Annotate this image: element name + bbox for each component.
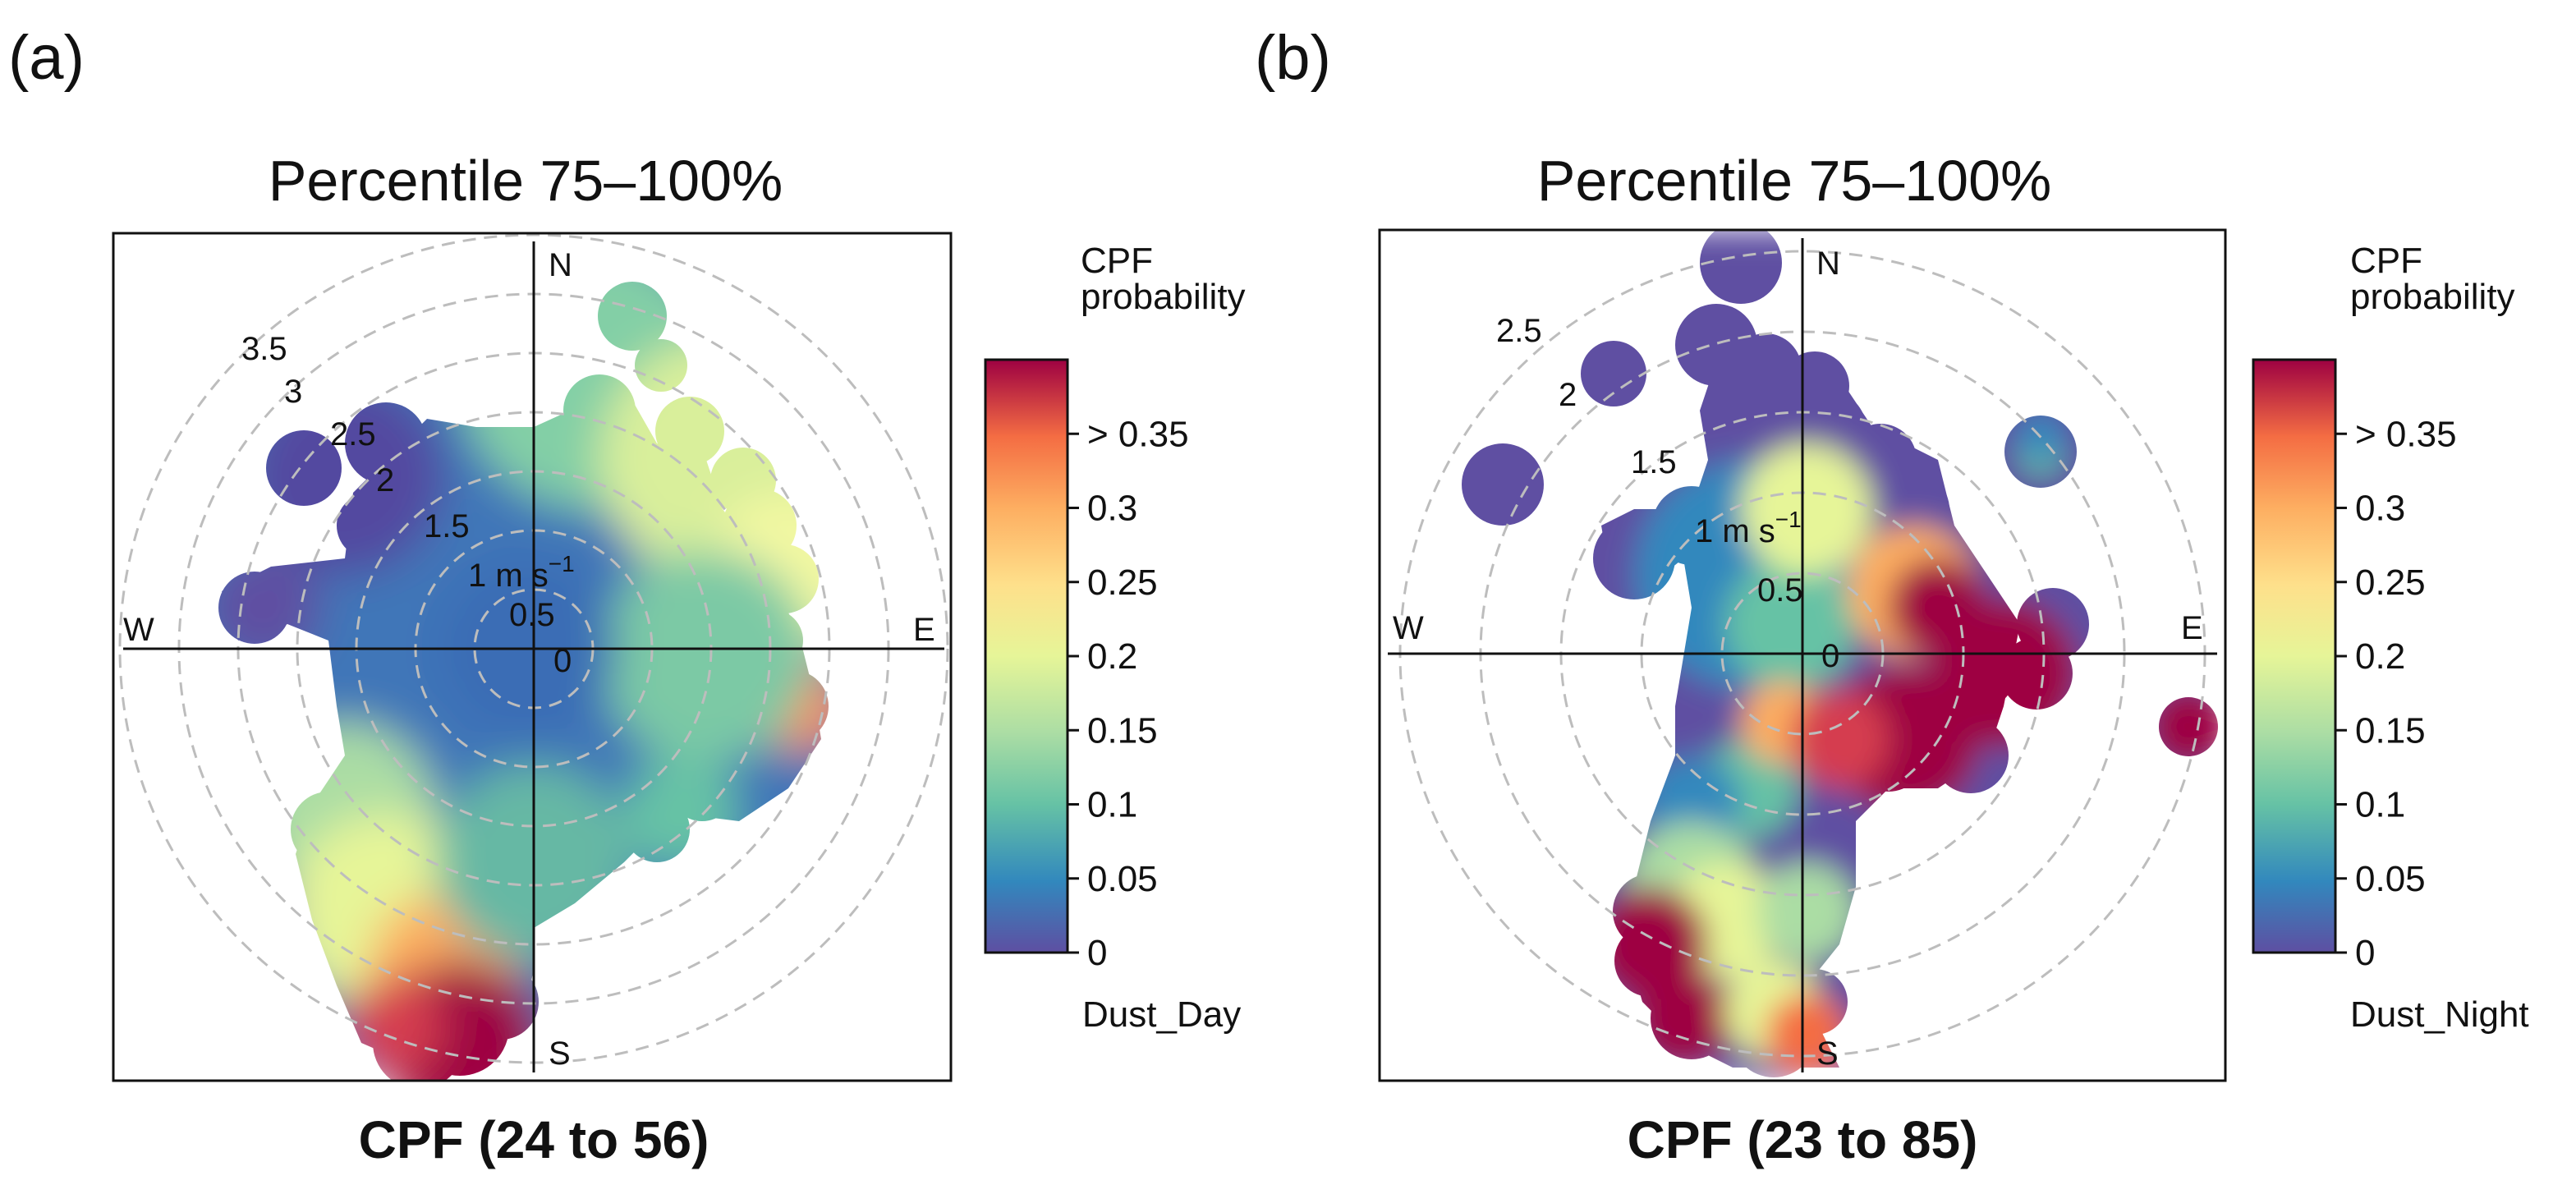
panel-b-ring-label-3: 1.5 — [1631, 444, 1677, 480]
panel-b-colorbar-tick-label: 0.25 — [2355, 563, 2426, 603]
panel-b-title: Percentile 75–100% — [1537, 149, 2052, 213]
panel-a-dir-s: S — [549, 1036, 571, 1072]
panel-b-colorbar-tick-label: 0.1 — [2355, 785, 2405, 825]
panel-b-colorbar-tick-label: 0.15 — [2355, 710, 2426, 751]
panel-a-label: (a) — [8, 23, 85, 93]
panel-a-dir-w: W — [123, 612, 154, 648]
panel-b-cpf-surface — [1380, 230, 2225, 1081]
panel-a-caption: CPF (24 to 56) — [359, 1110, 709, 1169]
panel-a-colorbar-tick-label: 0.1 — [1087, 785, 1137, 825]
panel-a-unit-text: 1 m s — [468, 558, 549, 594]
panel-b-ring-label-4: 2 — [1559, 377, 1577, 413]
panel-b-ring-label-0: 0 — [1821, 638, 1839, 674]
panel-b-dataset-label: Dust_Night — [2350, 994, 2529, 1035]
panel-a-ring-label-0: 0 — [553, 643, 572, 679]
panel-a-ring-label-3: 1.5 — [424, 508, 470, 544]
panel-a-grid — [118, 233, 949, 1072]
panel-a-ring-label-7: 3.5 — [241, 331, 287, 367]
panel-a-colorbar-tick-label: 0.3 — [1087, 489, 1137, 529]
panel-a-colorbar-tick-label: 0.25 — [1087, 563, 1158, 603]
panel-a-colorbar-title-2: probability — [1081, 277, 1246, 317]
panel-a-colorbar-tick-label: 0.15 — [1087, 710, 1158, 751]
panel-a-plot: N S W E 0 0.5 1 m s−1 1.5 2 2.5 3 3.5 — [112, 232, 953, 1082]
panel-b-grid — [1388, 238, 2217, 1072]
panel-b-caption: CPF (23 to 85) — [1628, 1110, 1978, 1169]
panel-a-colorbar-title-1: CPF — [1081, 241, 1153, 281]
panel-a-dir-n: N — [549, 247, 572, 283]
panel-a-colorbar: CPF probability 0 0.05 0.1 0.15 0.2 0.25 0.3 > … — [984, 241, 1246, 1035]
panel-b-ring-label-5: 2.5 — [1496, 313, 1542, 349]
panel-b-plot: N S W E 0 0.5 1 m s−1 1.5 2 2.5 — [1378, 228, 2227, 1082]
panel-a-ring-label-6: 3 — [284, 374, 302, 410]
panel-a-unit-sup: −1 — [549, 551, 575, 576]
panel-a-title: Percentile 75–100% — [269, 149, 783, 213]
panel-b-colorbar-title-2: probability — [2350, 277, 2515, 317]
panel-a-ring-label-2: 1 m s−1 — [468, 551, 575, 594]
panel-b-dir-s: S — [1816, 1036, 1839, 1072]
panel-b-colorbar-tick-label: > 0.35 — [2355, 414, 2457, 454]
panel-b-colorbar-ticks: 0 0.05 0.1 0.15 0.2 0.25 0.3 > 0.35 — [2335, 414, 2457, 973]
panel-a-frame — [112, 232, 953, 1082]
panel-a-dir-e: E — [913, 612, 935, 648]
panel-a-colorbar-ramp — [984, 358, 1069, 954]
panel-b-colorbar-tick-label: 0.05 — [2355, 859, 2426, 899]
panel-b-dir-e: E — [2181, 610, 2203, 646]
panel-b-dir-n: N — [1816, 246, 1840, 282]
panel-a-ring-label-1: 0.5 — [509, 597, 555, 633]
panel-a-ring-label-5: 2.5 — [330, 416, 376, 452]
panel-a-dataset-label: Dust_Day — [1082, 994, 1241, 1035]
panel-a-colorbar-tick-label: 0.05 — [1087, 859, 1158, 899]
panel-b-colorbar-title-1: CPF — [2350, 241, 2422, 281]
panel-b-dir-w: W — [1393, 610, 1424, 646]
panel-b-colorbar-tick-label: 0.3 — [2355, 489, 2405, 529]
panel-a-colorbar-tick-label: 0.2 — [1087, 636, 1137, 677]
panel-b-ring-label-1: 0.5 — [1757, 572, 1803, 608]
panel-b-colorbar-tick-label: 0.2 — [2355, 636, 2405, 677]
panel-a-colorbar-ticks: 0 0.05 0.1 0.15 0.2 0.25 0.3 > 0.35 — [1068, 414, 1189, 973]
panel-b-unit-text: 1 m s — [1695, 513, 1775, 549]
panel-b-label: (b) — [1255, 23, 1331, 93]
panel-b-colorbar: CPF probability 0 0.05 0.1 0.15 0.2 0.25 0.3 > … — [2252, 241, 2529, 1035]
panel-b-colorbar-ramp — [2252, 358, 2337, 954]
panel-b-unit-sup: −1 — [1775, 507, 1802, 532]
panel-b-ring-label-2: 1 m s−1 — [1695, 507, 1802, 549]
panel-b-colorbar-tick-label: 0 — [2355, 933, 2375, 973]
panel-a-ring-label-4: 2 — [376, 462, 394, 498]
panel-b-frame — [1378, 228, 2227, 1082]
panel-a-colorbar-tick-label: > 0.35 — [1087, 414, 1189, 454]
panel-a-colorbar-tick-label: 0 — [1087, 933, 1107, 973]
